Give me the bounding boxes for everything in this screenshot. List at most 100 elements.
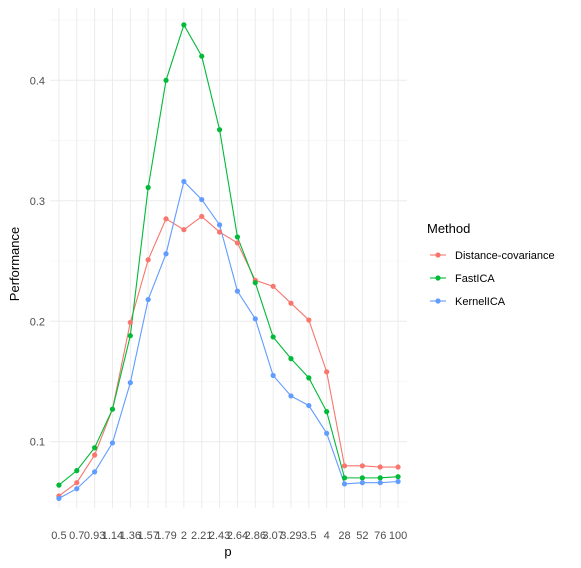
x-axis-tick-labels: 0.5 0.7 0.931.141.361.571.79 2 2.212.432.642… <box>51 530 407 542</box>
data-point-fastica <box>181 22 187 28</box>
x-tick-label: 0.7 <box>69 530 84 542</box>
x-tick-label: 28 <box>338 530 350 542</box>
data-point-kernelica <box>306 402 312 409</box>
data-point-kernelica <box>324 430 330 436</box>
x-tick-label: 1.79 <box>155 530 176 542</box>
legend-item-distance-covariance: Distance-covariance <box>430 250 555 262</box>
y-tick-label: 0.3 <box>30 196 45 208</box>
data-point-distance-covariance <box>92 452 98 458</box>
y-axis-title: Performance <box>7 227 22 301</box>
data-point-fastica <box>127 333 133 339</box>
legend-title: Method <box>427 221 470 236</box>
data-point-distance-covariance <box>288 300 294 306</box>
legend-key-point <box>435 252 441 258</box>
series-points <box>56 22 401 501</box>
x-tick-label: 1.14 <box>102 530 123 542</box>
data-point-kernelica <box>341 481 348 487</box>
legend-key-point <box>435 275 441 281</box>
data-point-distance-covariance <box>216 229 223 235</box>
data-point-kernelica <box>181 178 187 185</box>
x-tick-label: 2 <box>181 530 187 542</box>
data-point-distance-covariance <box>181 227 187 233</box>
x-tick-label: 76 <box>374 530 386 542</box>
data-point-distance-covariance <box>359 463 365 469</box>
data-point-fastica <box>92 445 98 451</box>
data-point-fastica <box>252 280 258 286</box>
y-tick-label: 0.1 <box>30 437 45 449</box>
x-tick-label: 2.21 <box>191 530 212 542</box>
y-axis-tick-labels: 0.1 0.2 0.3 0.4 <box>30 75 45 448</box>
data-point-fastica <box>234 234 241 240</box>
data-point-distance-covariance <box>395 464 401 470</box>
data-point-fastica <box>288 356 294 362</box>
data-point-fastica <box>341 475 348 481</box>
data-point-kernelica <box>395 478 401 485</box>
data-point-kernelica <box>288 393 294 399</box>
x-tick-label: 1.57 <box>137 530 158 542</box>
data-point-kernelica <box>56 495 62 501</box>
legend-items: Distance-covariance FastICA KernelICA <box>430 250 555 308</box>
data-point-kernelica <box>145 296 151 303</box>
data-point-fastica <box>270 334 276 340</box>
legend-item-fastica: FastICA <box>430 273 495 285</box>
series-lines <box>58 23 399 499</box>
data-point-distance-covariance <box>163 216 169 222</box>
data-point-fastica <box>306 375 312 381</box>
data-point-fastica <box>109 406 116 412</box>
legend-label: Distance-covariance <box>455 250 555 262</box>
data-point-distance-covariance <box>145 257 151 263</box>
x-axis-title: p <box>224 544 231 559</box>
x-tick-label: 4 <box>324 530 330 542</box>
legend-label: KernelICA <box>455 296 506 308</box>
data-point-fastica <box>74 468 80 474</box>
data-point-distance-covariance <box>377 464 383 470</box>
data-point-distance-covariance <box>270 283 276 289</box>
data-point-fastica <box>199 53 205 59</box>
data-point-fastica <box>359 475 365 481</box>
series-line-kernelica <box>58 180 399 499</box>
y-tick-label: 0.4 <box>30 75 45 87</box>
series-line-fastica <box>58 23 399 486</box>
x-tick-label: 3.29 <box>280 530 301 542</box>
data-point-fastica <box>56 482 62 488</box>
legend: Method Distance-covariance FastICA KernelI… <box>427 221 555 308</box>
legend-item-kernelica: KernelICA <box>430 296 506 308</box>
data-point-fastica <box>163 77 169 83</box>
data-point-kernelica <box>359 480 365 486</box>
x-tick-label: 100 <box>389 530 407 542</box>
grid-minor <box>50 19 407 503</box>
data-point-kernelica <box>252 316 258 322</box>
x-tick-label: 2.64 <box>227 530 248 542</box>
data-point-distance-covariance <box>324 369 330 375</box>
x-tick-label: 2.86 <box>245 530 266 542</box>
data-point-kernelica <box>216 222 223 228</box>
data-point-distance-covariance <box>234 240 241 246</box>
legend-label: FastICA <box>455 273 495 285</box>
y-tick-label: 0.2 <box>30 316 45 328</box>
data-point-fastica <box>145 184 151 191</box>
data-point-kernelica <box>127 380 133 386</box>
data-point-distance-covariance <box>306 317 312 323</box>
data-point-kernelica <box>270 372 276 379</box>
data-point-fastica <box>395 474 401 480</box>
data-point-distance-covariance <box>127 319 133 326</box>
legend-key-point <box>435 298 441 304</box>
grid-major <box>50 8 407 508</box>
x-tick-label: 1.36 <box>120 530 141 542</box>
data-point-kernelica <box>234 288 241 294</box>
x-tick-label: 3.07 <box>262 530 283 542</box>
data-point-kernelica <box>199 196 205 203</box>
data-point-fastica <box>324 409 330 415</box>
data-point-distance-covariance <box>341 463 348 469</box>
data-point-kernelica <box>92 469 98 475</box>
x-tick-label: 0.5 <box>51 530 66 542</box>
data-point-kernelica <box>377 480 383 486</box>
data-point-kernelica <box>109 440 116 446</box>
data-point-fastica <box>377 475 383 481</box>
x-tick-label: 2.43 <box>209 530 230 542</box>
data-point-kernelica <box>74 486 80 492</box>
data-point-fastica <box>216 127 223 133</box>
data-point-distance-covariance <box>74 480 80 486</box>
x-tick-label: 3.5 <box>301 530 316 542</box>
